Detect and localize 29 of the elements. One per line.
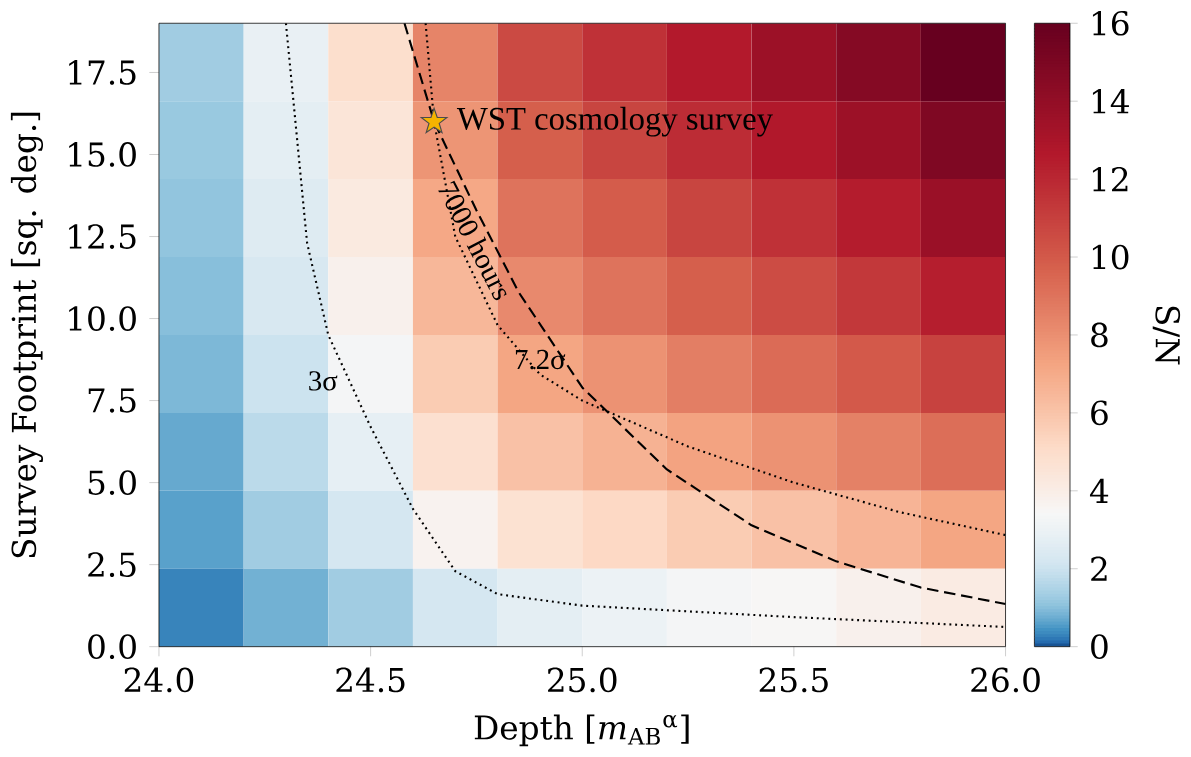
x-tick-label: 25.0 xyxy=(548,667,617,693)
series-label: WST cosmology survey xyxy=(456,106,773,137)
color-bar-label: 4 xyxy=(1089,478,1109,503)
x-axis-title: Depth [m$_{AB}$$^{α}$] xyxy=(474,714,689,747)
y-tick-label: 10.0 xyxy=(69,306,136,331)
y-tick-label: 7.5 xyxy=(88,388,136,413)
series-label: 7.2σ xyxy=(515,349,566,370)
text: 7000 hours xyxy=(438,180,507,301)
y-tick-label: 17.5 xyxy=(69,60,136,85)
color-bar-label: 0 xyxy=(1091,634,1108,659)
color-bar-label: 6 xyxy=(1091,400,1108,426)
color-bar-label: 16 xyxy=(1092,10,1129,36)
y-tick-label: 2.5 xyxy=(88,552,136,577)
color-bar-label: 2 xyxy=(1091,556,1107,581)
series-label: 3σ xyxy=(309,371,338,391)
x-tick-label: 24.5 xyxy=(336,667,405,693)
color-bar-label: 10 xyxy=(1092,244,1129,270)
y-axis-title: Survey Footprint [sq. deg.] xyxy=(10,112,44,558)
color-bar-label: 14 xyxy=(1092,89,1129,114)
color-bar-label: 8 xyxy=(1091,322,1108,348)
color-bar-label: 12 xyxy=(1092,166,1128,192)
y-tick-label: 12.5 xyxy=(69,224,136,249)
x-tick-label: 26.0 xyxy=(971,667,1040,693)
x-tick-label: 24.0 xyxy=(124,667,194,693)
y-tick-label: 0.0 xyxy=(88,634,136,659)
y-tick-label: 5.0 xyxy=(88,470,136,495)
y-tick-label: 15.0 xyxy=(69,142,136,167)
x-tick-label: 25.5 xyxy=(759,667,828,693)
color-bar-title: S/N xyxy=(1152,306,1181,365)
